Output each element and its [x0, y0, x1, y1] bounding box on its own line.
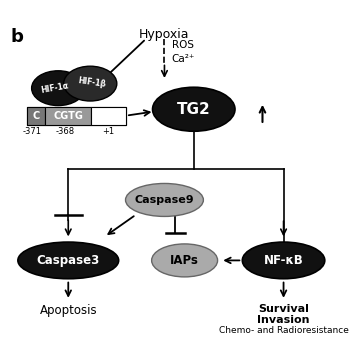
Text: Caspase3: Caspase3	[37, 254, 100, 267]
FancyBboxPatch shape	[45, 106, 91, 125]
Text: C: C	[33, 111, 40, 121]
Text: -371: -371	[23, 127, 42, 136]
Ellipse shape	[18, 242, 119, 279]
Text: Invasion: Invasion	[257, 315, 310, 326]
FancyBboxPatch shape	[27, 106, 126, 125]
Text: Chemo- and Radioresistance: Chemo- and Radioresistance	[219, 326, 349, 335]
Text: Hypoxia: Hypoxia	[139, 28, 190, 41]
Ellipse shape	[64, 66, 117, 101]
Ellipse shape	[153, 87, 235, 131]
Text: Apoptosis: Apoptosis	[40, 304, 97, 317]
Ellipse shape	[32, 71, 85, 105]
Text: b: b	[11, 28, 23, 46]
Text: Survival: Survival	[258, 304, 309, 315]
Text: CGTG: CGTG	[53, 111, 83, 121]
Text: -368: -368	[56, 127, 75, 136]
Ellipse shape	[242, 242, 325, 279]
Text: Ca²⁺: Ca²⁺	[172, 54, 195, 64]
Text: HIF-1β: HIF-1β	[78, 76, 107, 89]
Text: HIF-1α: HIF-1α	[40, 81, 69, 95]
FancyBboxPatch shape	[27, 106, 45, 125]
Text: Caspase9: Caspase9	[135, 195, 194, 205]
Ellipse shape	[152, 244, 218, 277]
Text: +1: +1	[103, 127, 115, 136]
Text: ROS: ROS	[172, 40, 194, 50]
FancyBboxPatch shape	[91, 106, 126, 125]
Text: TG2: TG2	[177, 102, 211, 117]
Text: IAPs: IAPs	[170, 254, 199, 267]
Ellipse shape	[126, 184, 203, 217]
Text: NF-κB: NF-κB	[264, 254, 303, 267]
